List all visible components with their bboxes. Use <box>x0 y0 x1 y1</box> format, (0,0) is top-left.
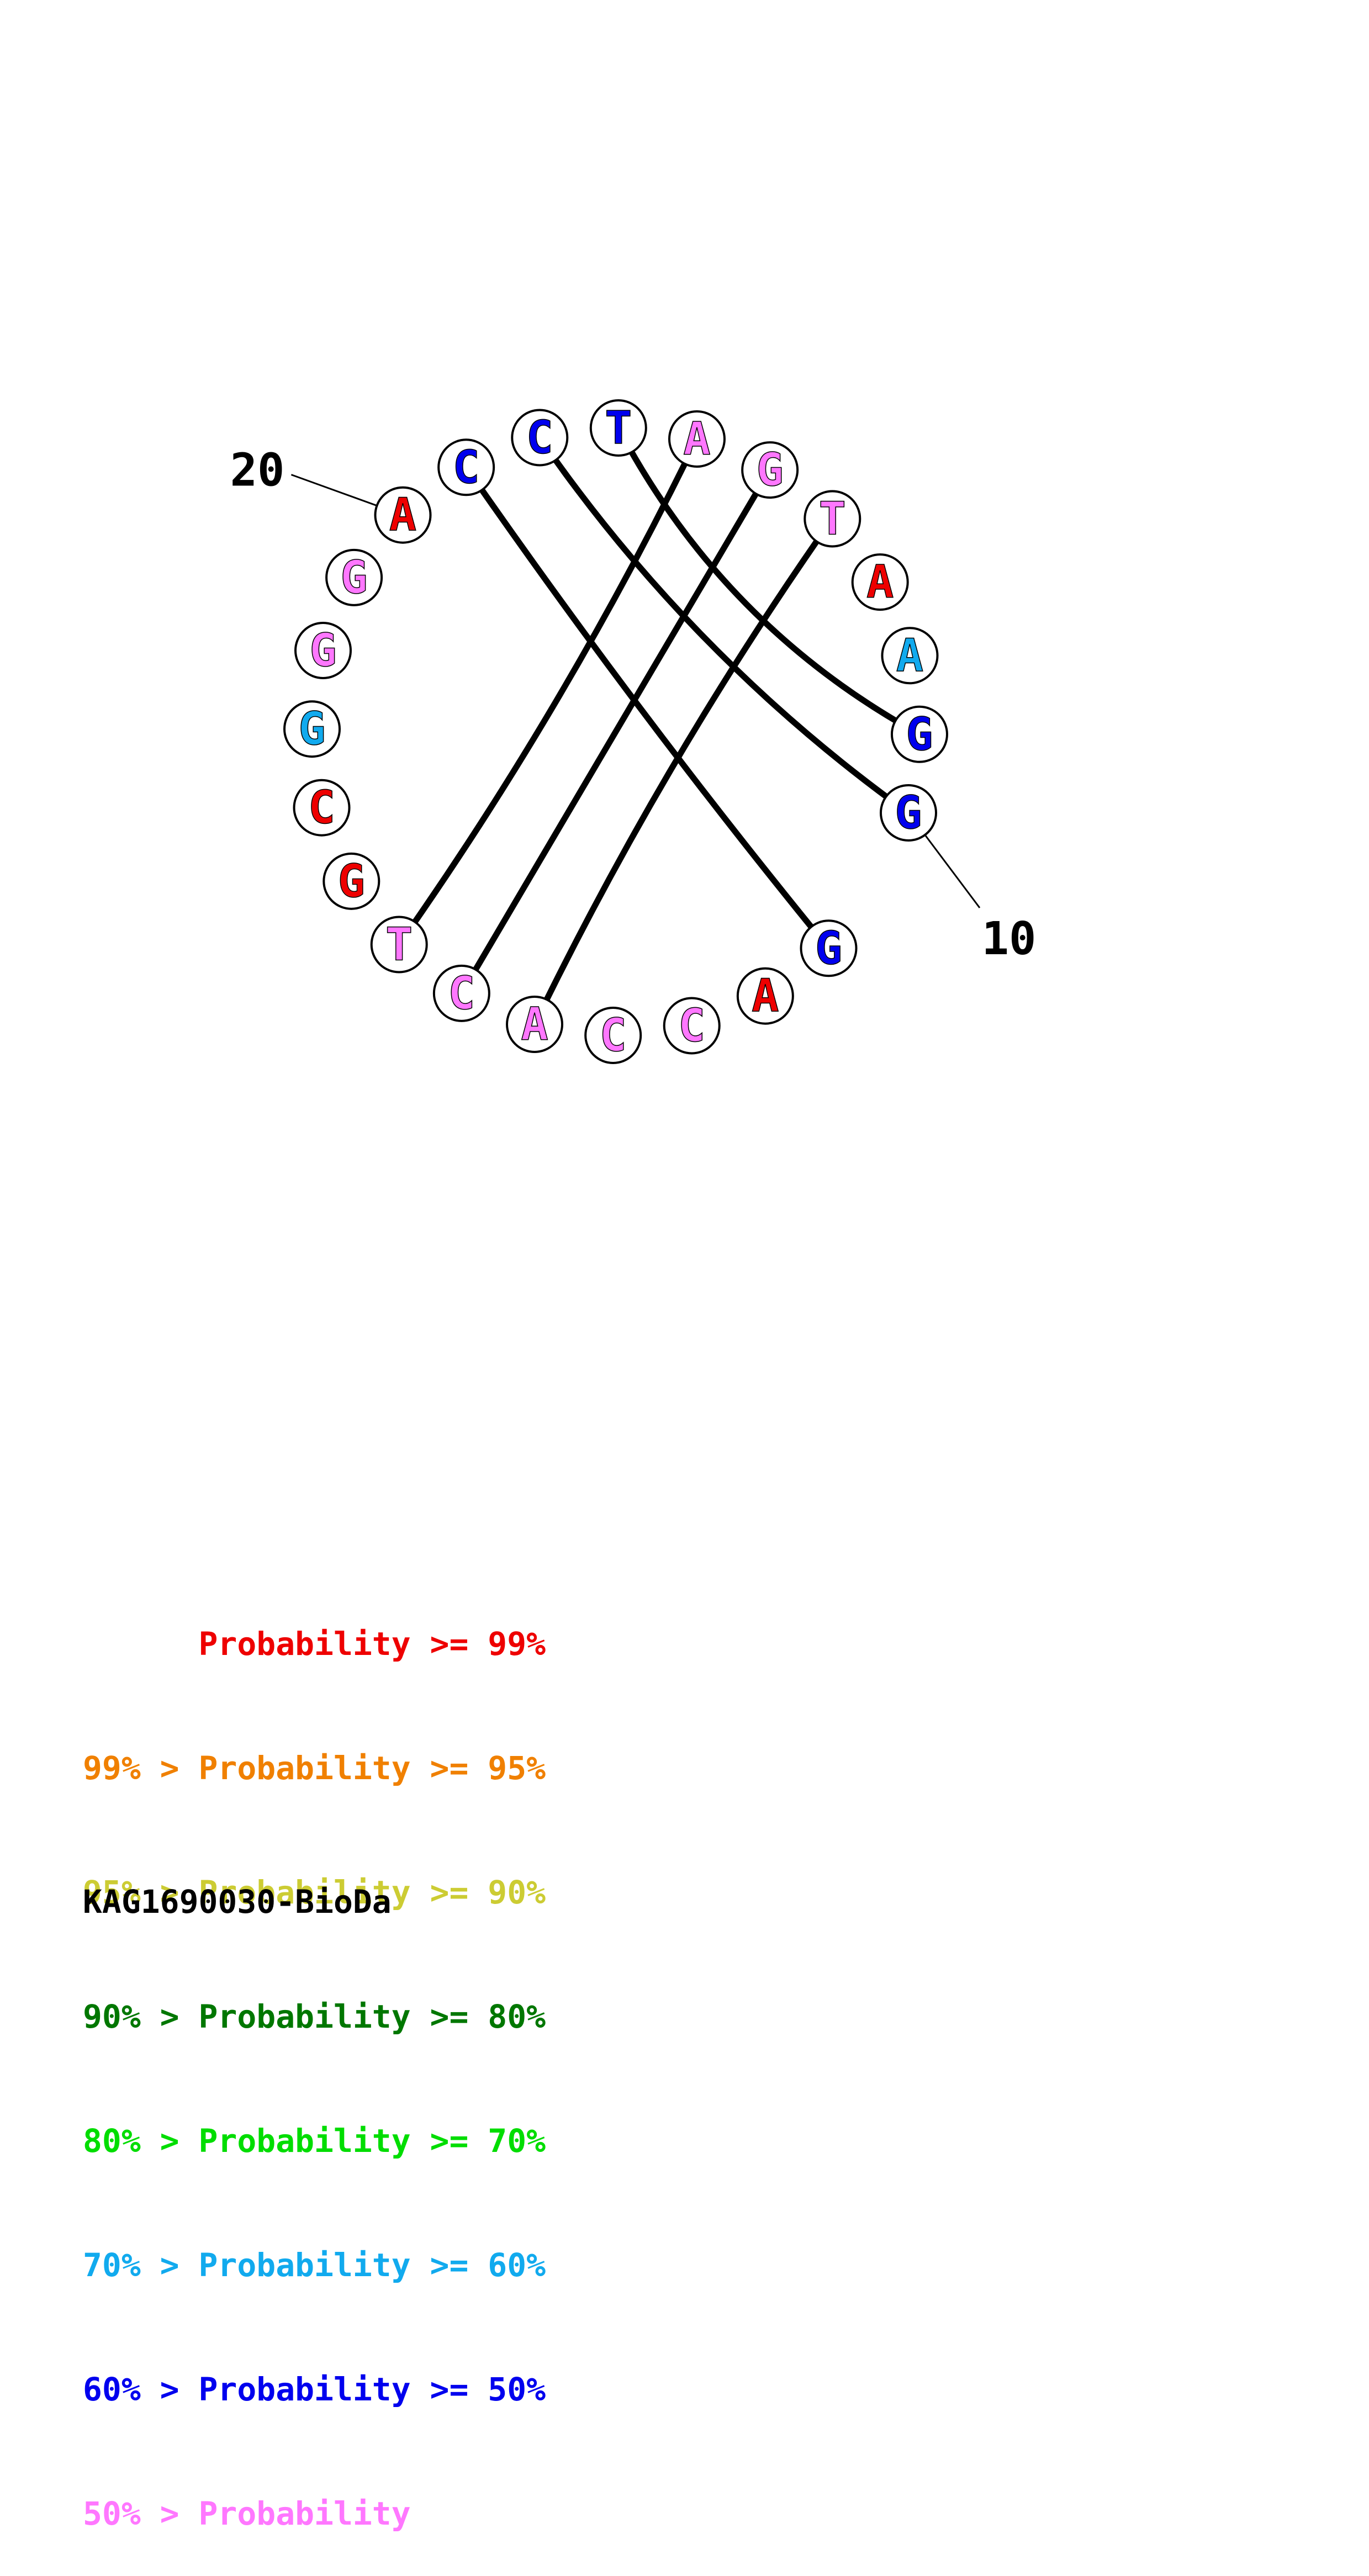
legend-row-p60: 70% > Probability >= 60% <box>83 2246 546 2284</box>
nucleotide-circle <box>323 852 380 910</box>
nucleotide: C <box>584 1006 642 1064</box>
legend-row-p99: Probability >= 99% <box>83 1625 546 1663</box>
nucleotide: C <box>432 964 490 1022</box>
nucleotide-letter: T <box>605 402 632 454</box>
nucleotide-circle <box>663 997 721 1055</box>
nucleotide-circle <box>589 399 647 457</box>
nucleotide: C <box>437 438 495 496</box>
nucleotide: T <box>804 490 861 548</box>
nucleotide-circle <box>293 779 351 837</box>
nucleotide-letter: C <box>526 412 553 464</box>
legend-row-plow: 50% > Probability <box>83 2495 411 2532</box>
legend-row-p50: 60% > Probability >= 50% <box>83 2371 546 2408</box>
base-pair-arc <box>531 516 836 1028</box>
nucleotide-letter: C <box>308 782 335 834</box>
nucleotide: G <box>325 548 383 606</box>
tick-label: 20 <box>230 445 285 497</box>
nucleotide: G <box>294 622 352 680</box>
nucleotide-circle <box>890 705 948 763</box>
position-ticks: 10 20 <box>230 445 1037 965</box>
nucleotide: G <box>800 919 858 977</box>
nucleotide: A <box>374 486 432 544</box>
nucleotide-letter: G <box>756 444 783 496</box>
nucleotide: A <box>736 967 794 1025</box>
nucleotide: A <box>506 995 564 1053</box>
nucleotide: C <box>293 779 351 837</box>
nucleotide-circle <box>370 916 428 974</box>
nucleotide-letter: C <box>600 1009 627 1062</box>
nucleotide-circle <box>800 919 858 977</box>
tick-line <box>924 834 981 908</box>
nucleotide-letter: C <box>448 967 475 1020</box>
nucleotide-circle <box>879 784 937 842</box>
nucleotide-circle <box>432 964 490 1022</box>
nucleotide-letter: A <box>521 998 548 1051</box>
nucleotide-letter: G <box>340 552 367 604</box>
legend-row-p70: 80% > Probability >= 70% <box>83 2122 546 2160</box>
legend-row-p80: 90% > Probability >= 80% <box>83 1998 546 2035</box>
nucleotide-letter: G <box>309 625 336 677</box>
nucleotide-letter: C <box>452 441 479 494</box>
nucleotide-letter: C <box>678 999 705 1052</box>
nucleotide: G <box>283 700 341 758</box>
nucleotide-circle <box>294 622 352 680</box>
nucleotide-letter: G <box>338 855 365 908</box>
nucleotide: T <box>589 399 647 457</box>
nucleotide-circle <box>325 548 383 606</box>
base-pair-arc <box>458 467 773 997</box>
nucleotide-circle <box>511 409 569 467</box>
nucleotide-letter: G <box>298 703 325 755</box>
legend-row-p90: 95% > Probability >= 90% <box>83 1874 546 1911</box>
nucleotide-letter: G <box>895 787 922 839</box>
nucleotide: G <box>879 784 937 842</box>
nucleotide-circle <box>584 1006 642 1064</box>
nucleotide: A <box>668 410 726 468</box>
nucleotide: C <box>663 997 721 1055</box>
nucleotide: A <box>881 627 939 685</box>
nucleotide: C <box>511 409 569 467</box>
nucleotide-letter: A <box>683 413 710 466</box>
base-pair-arc <box>536 435 912 816</box>
nucleotide-letter: A <box>866 556 894 609</box>
nucleotide: A <box>851 553 909 611</box>
nucleotide-letter: A <box>389 489 416 542</box>
nucleotide-letter: G <box>906 708 933 761</box>
nucleotide-letter: T <box>819 493 846 545</box>
nucleotide-circle <box>506 995 564 1053</box>
nucleotide-letter: G <box>815 922 842 975</box>
nucleotide-letter: A <box>896 630 923 682</box>
nucleotide-circle <box>374 486 432 544</box>
tick-line <box>290 474 378 507</box>
nucleotide: G <box>323 852 380 910</box>
nucleotide-circle <box>668 410 726 468</box>
nucleotide: G <box>890 705 948 763</box>
nucleotide-letter: A <box>752 970 779 1023</box>
probability-legend: Probability >= 99% 99% > Probability >= … <box>83 1541 546 2576</box>
nucleotide-circle <box>851 553 909 611</box>
nucleotide-circle <box>804 490 861 548</box>
nucleotide-circle <box>437 438 495 496</box>
nucleotide-circle <box>741 441 799 499</box>
nucleotide-letter: T <box>385 919 413 971</box>
nucleotide-circle <box>283 700 341 758</box>
nucleotide-circle <box>736 967 794 1025</box>
base-pair-arcs <box>396 425 923 1028</box>
nucleotide-circle <box>881 627 939 685</box>
base-pair-arc <box>615 425 923 738</box>
legend-row-p95: 99% > Probability >= 95% <box>83 1749 546 1787</box>
nucleotide: G <box>741 441 799 499</box>
nucleotide: T <box>370 916 428 974</box>
tick-label: 10 <box>982 913 1037 965</box>
base-pair-arc <box>463 464 832 951</box>
base-pair-arc <box>396 436 700 948</box>
sequence-name: KAG1690030-BioDa <box>83 1883 392 1921</box>
